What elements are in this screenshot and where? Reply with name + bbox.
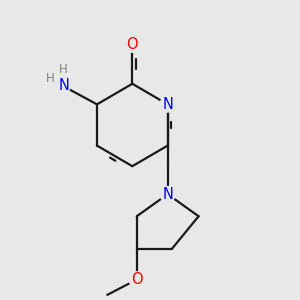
Text: O: O: [131, 272, 142, 287]
Text: H: H: [46, 72, 55, 85]
Text: O: O: [127, 37, 138, 52]
Circle shape: [53, 76, 70, 94]
Text: N: N: [58, 78, 69, 93]
Text: N: N: [162, 187, 173, 202]
Circle shape: [125, 37, 140, 52]
Circle shape: [160, 187, 175, 202]
Text: H: H: [59, 63, 68, 76]
Circle shape: [160, 97, 175, 112]
Text: N: N: [162, 97, 173, 112]
Circle shape: [129, 272, 144, 287]
